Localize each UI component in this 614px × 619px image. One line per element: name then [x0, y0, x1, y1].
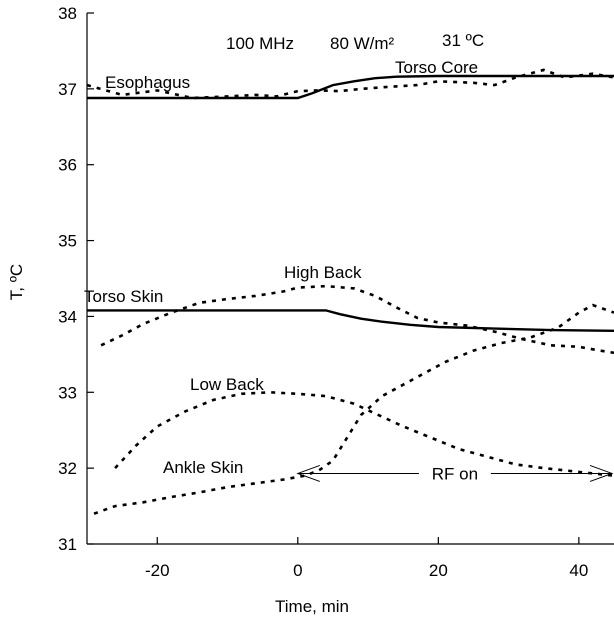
ankle-skin-label: Ankle Skin: [163, 458, 243, 477]
y-ticks: 31 32 33 34 35 36 37 38: [58, 4, 94, 554]
y-tick-label: 35: [58, 232, 77, 251]
rf-on-label: RF on: [432, 464, 478, 483]
x-axis-label: Time, min: [275, 597, 349, 616]
y-tick-label: 34: [58, 307, 77, 326]
y-tick-label: 37: [58, 80, 77, 99]
series-line-torso-skin: [87, 309, 614, 332]
torso-core-label: Torso Core: [395, 58, 478, 77]
rf-on-marker: RF on: [296, 464, 614, 483]
y-tick-label: 36: [58, 156, 77, 175]
series-line-high-back: [100, 284, 614, 355]
low-back-label: Low Back: [190, 375, 264, 394]
y-axis-label: T, ºC: [7, 264, 26, 300]
x-tick-label: 0: [293, 561, 302, 580]
torso-skin-label: Torso Skin: [84, 287, 163, 306]
high-back-label: High Back: [284, 263, 362, 282]
y-tick-label: 32: [58, 459, 77, 478]
series-line-ankle-skin: [93, 303, 614, 515]
x-tick-label: 20: [429, 561, 448, 580]
y-tick-label: 31: [58, 535, 77, 554]
rf-arrowhead-right: [589, 464, 614, 482]
rf-arrowhead-left: [296, 464, 320, 482]
series-line-esophagus: [86, 68, 614, 100]
x-tick-label: -20: [145, 561, 170, 580]
y-tick-label: 33: [58, 383, 77, 402]
series-line-torso-core: [87, 74, 614, 100]
y-tick-label: 38: [58, 4, 77, 23]
ambient-temp-label: 31 ºC: [442, 31, 484, 50]
esophagus-label: Esophagus: [105, 73, 190, 92]
x-ticks: -20 0 20 40: [145, 537, 588, 580]
series-layer: [86, 68, 614, 515]
power-density-label: 80 W/m²: [330, 34, 395, 53]
frequency-label: 100 MHz: [226, 34, 294, 53]
series-line-low-back: [114, 390, 614, 477]
x-tick-label: 40: [569, 561, 588, 580]
